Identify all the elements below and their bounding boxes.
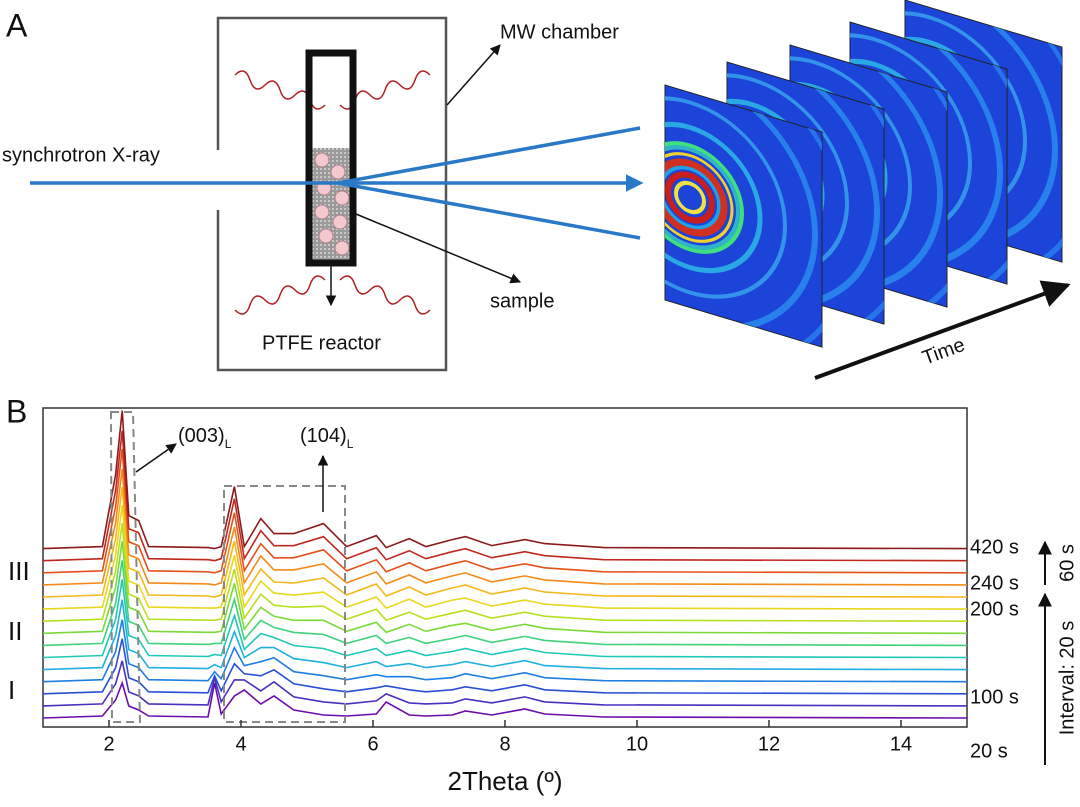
ring <box>665 158 728 237</box>
region-label: I <box>8 675 15 705</box>
region-label: III <box>8 556 30 586</box>
mw-chamber <box>216 16 448 372</box>
x-axis-label: 2Theta (º) <box>448 766 563 796</box>
time-arrow <box>814 280 1071 380</box>
x-tick-label: 14 <box>890 733 912 755</box>
ring <box>665 141 744 254</box>
detector-frames <box>664 0 1063 348</box>
panel-label: A <box>6 7 28 43</box>
xrd-curve <box>42 660 968 707</box>
x-tick-label: 6 <box>367 733 378 755</box>
x-tick-label: 10 <box>626 733 648 755</box>
xrd-curve <box>42 541 968 635</box>
ring <box>665 152 734 243</box>
ring <box>674 180 706 215</box>
xrd-curve <box>42 619 968 683</box>
xrd-curve <box>42 523 968 622</box>
label: Time <box>919 334 968 370</box>
pointer <box>135 443 177 473</box>
ptfe-reactor <box>305 49 357 267</box>
xrd-curve <box>42 410 968 550</box>
label: PTFE reactor <box>262 332 381 354</box>
xrd-curve <box>42 680 968 719</box>
region-label: II <box>8 616 22 646</box>
beam <box>30 126 644 240</box>
xrd-curve <box>42 579 968 659</box>
ring <box>665 163 723 232</box>
xrd-curve <box>42 486 968 598</box>
ring <box>665 171 715 224</box>
panel-label: B <box>6 393 27 429</box>
label: MW chamber <box>500 21 619 43</box>
xrd-curve <box>42 448 968 574</box>
annotation: (104)L <box>300 425 354 451</box>
xrd-curve <box>42 468 968 586</box>
ring <box>665 145 740 250</box>
x-tick-label: 2 <box>103 733 114 755</box>
curve-label: 20 s <box>970 740 1008 762</box>
xrd-curve <box>42 638 968 695</box>
peak-boxes <box>109 411 346 723</box>
x-tick-label: 8 <box>499 733 510 755</box>
label: sample <box>490 290 554 312</box>
curve-label: 240 s <box>970 572 1019 594</box>
label: synchrotron X-ray <box>2 144 160 166</box>
xrd-curve <box>42 430 968 562</box>
pointer <box>355 213 521 284</box>
particles <box>314 152 350 256</box>
x-tick-label: 4 <box>235 733 246 755</box>
curve-label: 420 s <box>970 536 1019 558</box>
interval-label: Interval: 20 s <box>1056 621 1078 736</box>
annotation: (003)L <box>178 425 232 451</box>
curve-label: 200 s <box>970 598 1019 620</box>
xrd-curve <box>42 599 968 671</box>
ring <box>665 96 787 299</box>
xrd-curve <box>42 560 968 647</box>
interval-label: 60 s <box>1056 544 1078 582</box>
curve-label: 100 s <box>970 686 1019 708</box>
x-tick-label: 12 <box>758 733 780 755</box>
ring <box>665 121 763 274</box>
curves <box>42 410 968 719</box>
xrd-curve <box>42 504 968 610</box>
pointer <box>446 44 501 106</box>
